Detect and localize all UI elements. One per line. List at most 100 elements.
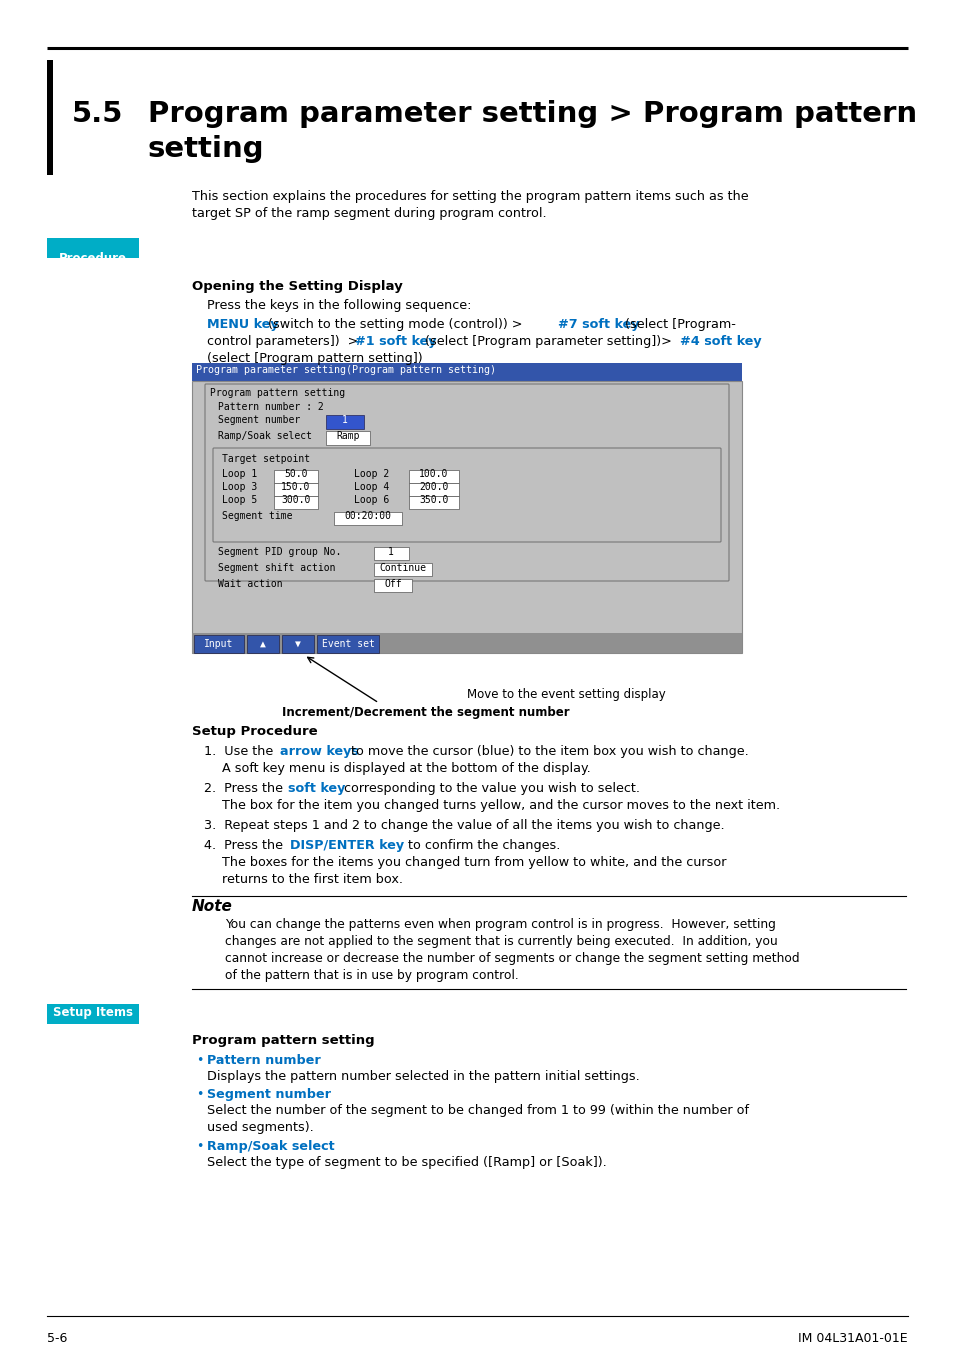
Text: The box for the item you changed turns yellow, and the cursor moves to the next : The box for the item you changed turns y… [222,798,780,812]
Bar [274,496,317,509]
FancyBboxPatch shape [205,384,728,581]
Text: •: • [195,1054,203,1067]
Text: Loop 3: Loop 3 [222,482,257,492]
Text: Opening the Setting Display: Opening the Setting Display [192,280,402,293]
Text: •: • [195,1088,203,1101]
Bar [374,563,432,576]
Bar [247,635,278,653]
Text: Loop 6: Loop 6 [354,494,389,505]
Bar [409,470,458,484]
Text: Loop 4: Loop 4 [354,482,389,492]
Text: Move to the event setting display: Move to the event setting display [467,688,665,701]
Text: Displays the pattern number selected in the pattern initial settings.: Displays the pattern number selected in … [207,1070,639,1084]
Text: Ramp: Ramp [335,431,359,440]
Text: Increment/Decrement the segment number: Increment/Decrement the segment number [282,707,569,719]
Text: #4 soft key: #4 soft key [679,335,760,349]
Bar [274,484,317,496]
Text: changes are not applied to the segment that is currently being executed.  In add: changes are not applied to the segment t… [225,935,777,948]
Text: IM 04L31A01-01E: IM 04L31A01-01E [798,1332,907,1346]
Text: 100.0: 100.0 [419,469,448,480]
Text: 50.0: 50.0 [284,469,308,480]
Text: 1: 1 [342,415,348,426]
Bar [274,470,317,484]
Bar [192,363,741,381]
Text: 5.5: 5.5 [71,100,123,128]
Bar [47,1004,139,1024]
Text: A soft key menu is displayed at the bottom of the display.: A soft key menu is displayed at the bott… [222,762,590,775]
Text: Loop 2: Loop 2 [354,469,389,480]
Text: 300.0: 300.0 [281,494,311,505]
Text: Ramp/Soak select: Ramp/Soak select [218,431,312,440]
Text: setting: setting [148,135,264,163]
Text: 3.  Repeat steps 1 and 2 to change the value of all the items you wish to change: 3. Repeat steps 1 and 2 to change the va… [204,819,724,832]
Text: 150.0: 150.0 [281,482,311,492]
Text: Setup Items: Setup Items [53,1006,132,1019]
Text: 200.0: 200.0 [419,482,448,492]
Text: Segment time: Segment time [222,511,293,521]
Text: Program pattern setting: Program pattern setting [192,1034,375,1047]
Bar [334,512,401,526]
Text: Loop 5: Loop 5 [222,494,257,505]
Text: to confirm the changes.: to confirm the changes. [403,839,559,852]
Text: Segment number: Segment number [218,415,300,426]
Text: target SP of the ramp segment during program control.: target SP of the ramp segment during pro… [192,207,546,220]
Text: 5-6: 5-6 [47,1332,68,1346]
Text: 350.0: 350.0 [419,494,448,505]
Text: Continue: Continue [379,563,426,573]
Text: Program parameter setting > Program pattern: Program parameter setting > Program patt… [148,100,916,128]
Text: The boxes for the items you changed turn from yellow to white, and the cursor: The boxes for the items you changed turn… [222,857,726,869]
Text: •: • [195,1140,203,1152]
Bar [374,580,412,592]
Text: cannot increase or decrease the number of segments or change the segment setting: cannot increase or decrease the number o… [225,952,799,965]
Text: Pattern number : 2: Pattern number : 2 [218,403,323,412]
Text: (select [Program parameter setting])>: (select [Program parameter setting])> [420,335,675,349]
Bar [374,547,409,561]
Bar [47,238,139,258]
Text: to move the cursor (blue) to the item box you wish to change.: to move the cursor (blue) to the item bo… [347,744,748,758]
Text: 1.  Use the: 1. Use the [204,744,277,758]
Text: Segment PID group No.: Segment PID group No. [218,547,341,557]
Text: Press the keys in the following sequence:: Press the keys in the following sequence… [207,299,471,312]
Text: (switch to the setting mode (control)) >: (switch to the setting mode (control)) > [264,317,526,331]
Text: Setup Procedure: Setup Procedure [192,725,317,738]
Text: Segment shift action: Segment shift action [218,563,335,573]
Text: Loop 1: Loop 1 [222,469,257,480]
Text: Select the type of segment to be specified ([Ramp] or [Soak]).: Select the type of segment to be specifi… [207,1156,606,1169]
Text: MENU key: MENU key [207,317,278,331]
Text: Note: Note [192,898,233,915]
Text: #1 soft key: #1 soft key [355,335,436,349]
Text: #7 soft key: #7 soft key [558,317,639,331]
Text: 4.  Press the: 4. Press the [204,839,287,852]
Bar [282,635,314,653]
Text: soft key: soft key [288,782,345,794]
Text: You can change the patterns even when program control is in progress.  However, : You can change the patterns even when pr… [225,917,775,931]
Text: Event set: Event set [321,639,374,648]
Bar [326,415,364,430]
Text: Program pattern setting: Program pattern setting [210,388,345,399]
Text: control parameters])  >: control parameters]) > [207,335,362,349]
Bar [409,484,458,496]
Text: 00:20:00: 00:20:00 [344,511,391,521]
Text: Input: Input [204,639,233,648]
Bar [192,381,741,653]
Bar [409,496,458,509]
Text: Select the number of the segment to be changed from 1 to 99 (within the number o: Select the number of the segment to be c… [207,1104,748,1117]
Text: Segment number: Segment number [207,1088,331,1101]
Text: This section explains the procedures for setting the program pattern items such : This section explains the procedures for… [192,190,748,203]
Text: returns to the first item box.: returns to the first item box. [222,873,402,886]
Text: (select [Program-: (select [Program- [620,317,735,331]
Text: (select [Program pattern setting]): (select [Program pattern setting]) [207,353,422,365]
Bar [316,635,378,653]
Bar [47,59,53,176]
Text: Off: Off [384,580,401,589]
Text: corresponding to the value you wish to select.: corresponding to the value you wish to s… [339,782,639,794]
Text: Procedure: Procedure [59,253,127,265]
FancyBboxPatch shape [213,449,720,542]
Bar [326,431,370,444]
Text: DISP/ENTER key: DISP/ENTER key [290,839,404,852]
Text: Program parameter setting(Program pattern setting): Program parameter setting(Program patter… [195,365,496,376]
Text: Target setpoint: Target setpoint [222,454,310,463]
Text: ▲: ▲ [260,639,266,648]
Text: 1: 1 [388,547,394,557]
Bar [193,635,244,653]
